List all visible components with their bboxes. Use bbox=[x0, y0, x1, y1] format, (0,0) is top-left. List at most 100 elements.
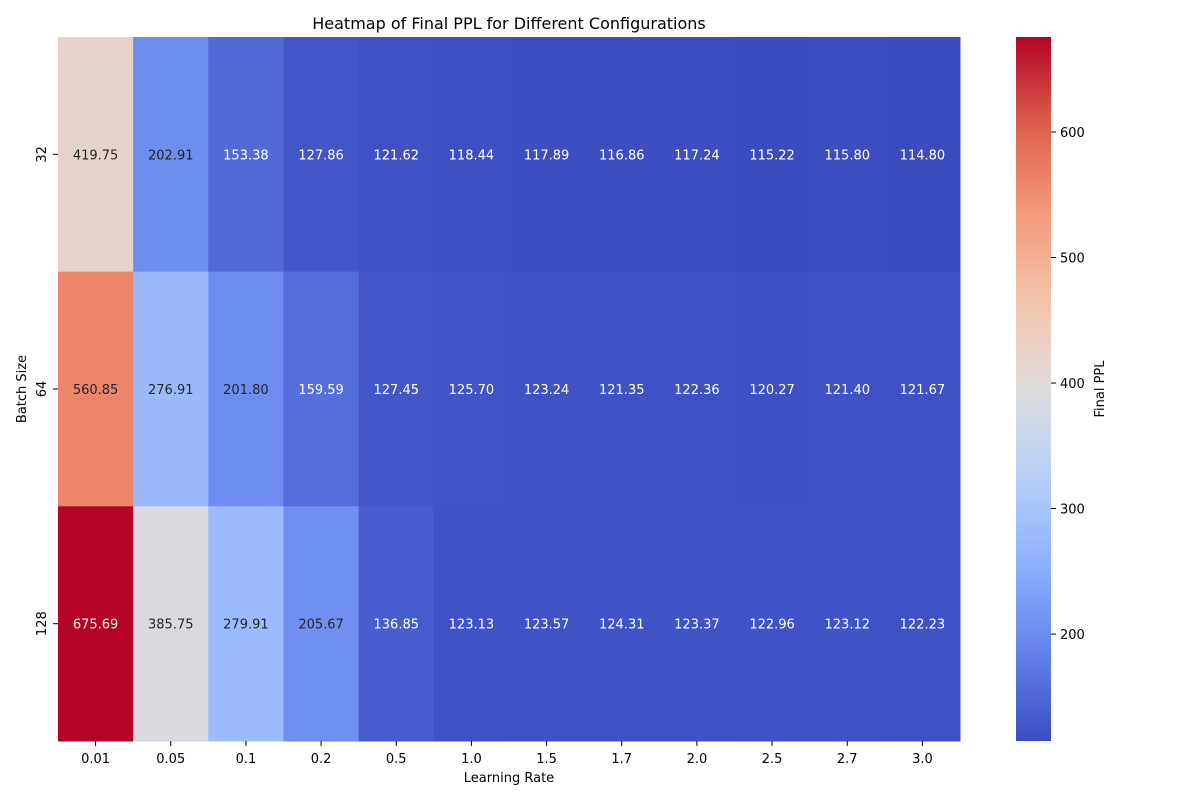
heatmap-cell bbox=[133, 37, 209, 273]
cell-value-label: 127.86 bbox=[298, 148, 344, 163]
heatmap-cell bbox=[358, 271, 435, 507]
heatmap-cell bbox=[734, 37, 811, 273]
cell-value-label: 121.35 bbox=[599, 383, 645, 398]
heatmap-cell bbox=[509, 506, 585, 742]
colorbar-label: Final PPL bbox=[1093, 360, 1108, 418]
x-tick-label: 0.1 bbox=[236, 752, 257, 767]
heatmap-cell bbox=[809, 37, 886, 273]
cell-value-label: 118.44 bbox=[449, 148, 495, 163]
cell-value-label: 117.89 bbox=[524, 148, 570, 163]
cell-value-label: 125.70 bbox=[449, 383, 495, 398]
cell-value-label: 121.40 bbox=[825, 383, 871, 398]
colorbar-tick-label: 600 bbox=[1060, 126, 1085, 141]
cell-value-label: 202.91 bbox=[148, 148, 194, 163]
x-tick-label: 1.5 bbox=[536, 752, 557, 767]
x-tick-label: 1.7 bbox=[611, 752, 632, 767]
heatmap-cell bbox=[283, 271, 360, 507]
cell-value-label: 123.24 bbox=[524, 383, 570, 398]
cell-value-label: 115.80 bbox=[825, 148, 871, 163]
x-axis-label: Learning Rate bbox=[464, 771, 554, 786]
cell-value-label: 123.37 bbox=[674, 618, 720, 633]
x-tick-label: 1.0 bbox=[461, 752, 482, 767]
heatmap-cell bbox=[283, 37, 360, 273]
heatmap-cell bbox=[433, 37, 510, 273]
heatmap-cell bbox=[659, 271, 735, 507]
heatmap-cell bbox=[283, 506, 360, 742]
heatmap-cell bbox=[884, 37, 961, 273]
cell-value-label: 136.85 bbox=[374, 618, 420, 633]
x-tick-label: 2.0 bbox=[687, 752, 708, 767]
cell-value-label: 115.22 bbox=[749, 148, 795, 163]
heatmap-cell bbox=[659, 37, 735, 273]
cell-value-label: 123.12 bbox=[825, 618, 871, 633]
chart-title: Heatmap of Final PPL for Different Confi… bbox=[312, 14, 705, 33]
cell-value-label: 114.80 bbox=[900, 148, 946, 163]
heatmap-cell bbox=[208, 506, 284, 742]
x-axis: 0.01 0.05 0.1 0.2 0.5 1.0 1.5 1.7 2.0 2.5 2.7 3.0 bbox=[81, 741, 933, 767]
heatmap-cell bbox=[433, 506, 510, 742]
heatmap-cell bbox=[433, 271, 510, 507]
heatmap-cell bbox=[133, 506, 209, 742]
cell-value-label: 121.62 bbox=[374, 148, 420, 163]
cell-value-label: 385.75 bbox=[148, 618, 194, 633]
cell-value-label: 560.85 bbox=[73, 383, 119, 398]
heatmap-cell bbox=[584, 37, 660, 273]
colorbar-ticks: 200 300 400 500 600 bbox=[1051, 126, 1085, 643]
heatmap-cell bbox=[58, 37, 134, 273]
x-tick-label: 2.5 bbox=[762, 752, 783, 767]
cell-value-label: 675.69 bbox=[73, 618, 119, 633]
cell-value-label: 201.80 bbox=[223, 383, 269, 398]
heatmap-cell bbox=[884, 506, 961, 742]
x-tick-label: 3.0 bbox=[912, 752, 933, 767]
heatmap-cell bbox=[509, 37, 585, 273]
cell-value-label: 122.23 bbox=[900, 618, 946, 633]
cell-value-label: 116.86 bbox=[599, 148, 645, 163]
x-tick-label: 0.05 bbox=[156, 752, 185, 767]
heatmap-cell bbox=[58, 271, 134, 507]
colorbar-tick-label: 500 bbox=[1060, 252, 1085, 267]
y-axis-label: Batch Size bbox=[15, 355, 30, 423]
heatmap-cell bbox=[584, 271, 660, 507]
cell-value-label: 117.24 bbox=[674, 148, 720, 163]
y-axis: 32 64 128 bbox=[35, 146, 58, 636]
y-tick-label: 64 bbox=[35, 381, 50, 398]
heatmap-cell bbox=[734, 506, 811, 742]
cell-value-label: 419.75 bbox=[73, 148, 119, 163]
cell-value-label: 124.31 bbox=[599, 618, 645, 633]
cell-value-label: 122.36 bbox=[674, 383, 720, 398]
x-tick-label: 0.2 bbox=[311, 752, 332, 767]
x-tick-label: 0.5 bbox=[386, 752, 407, 767]
heatmap-cell bbox=[809, 506, 886, 742]
heatmap-cells bbox=[58, 37, 961, 742]
cell-value-label: 123.13 bbox=[449, 618, 495, 633]
heatmap-cell bbox=[358, 37, 435, 273]
colorbar-tick-label: 200 bbox=[1060, 628, 1085, 643]
colorbar bbox=[1016, 37, 1051, 741]
heatmap-cell bbox=[734, 271, 811, 507]
heatmap-cell bbox=[584, 506, 660, 742]
y-tick-label: 32 bbox=[35, 146, 50, 163]
colorbar-tick-label: 400 bbox=[1060, 377, 1085, 392]
cell-value-label: 279.91 bbox=[223, 618, 269, 633]
cell-value-label: 276.91 bbox=[148, 383, 194, 398]
heatmap-cell bbox=[208, 37, 284, 273]
heatmap-cell bbox=[208, 271, 284, 507]
cell-value-label: 127.45 bbox=[374, 383, 420, 398]
cell-value-label: 122.96 bbox=[749, 618, 795, 633]
heatmap-cell bbox=[659, 506, 735, 742]
cell-value-label: 123.57 bbox=[524, 618, 570, 633]
cell-value-label: 159.59 bbox=[298, 383, 344, 398]
heatmap-cell bbox=[358, 506, 435, 742]
cell-value-label: 205.67 bbox=[298, 618, 344, 633]
heatmap-cell bbox=[509, 271, 585, 507]
heatmap-cell-labels: 419.75 202.91 153.38 127.86 121.62 118.44 117.… bbox=[73, 148, 945, 632]
cell-value-label: 153.38 bbox=[223, 148, 269, 163]
heatmap-cell bbox=[809, 271, 886, 507]
heatmap-cell bbox=[133, 271, 209, 507]
x-tick-label: 0.01 bbox=[81, 752, 110, 767]
x-tick-label: 2.7 bbox=[837, 752, 858, 767]
heatmap-cell bbox=[884, 271, 961, 507]
cell-value-label: 120.27 bbox=[749, 383, 795, 398]
cell-value-label: 121.67 bbox=[900, 383, 946, 398]
